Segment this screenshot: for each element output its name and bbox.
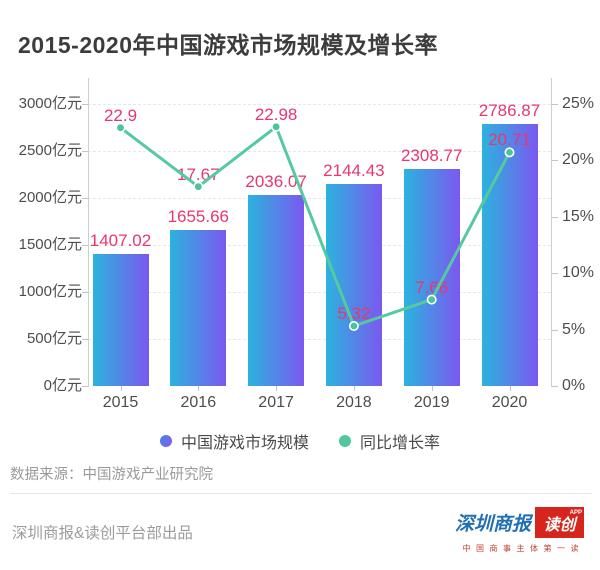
chart-legend: 中国游戏市场规模 同比增长率 [0, 429, 600, 453]
right-axis-tick [552, 104, 558, 105]
x-axis-category-label: 2020 [491, 394, 528, 411]
legend-item-growth-rate: 同比增长率 [339, 429, 440, 453]
market-size-bar [92, 253, 149, 386]
legend-bar-swatch-icon [159, 435, 172, 447]
publisher-credit: 深圳商报&读创平台部出品 [12, 525, 193, 542]
left-axis-tick-label: 1500亿元 [18, 236, 82, 253]
right-axis-line [551, 78, 552, 387]
line-value-label: 17.67 [177, 164, 220, 184]
left-axis-tick [82, 104, 88, 105]
shenzhen-business-daily-logo: 深圳商报 读创 APP 中国商事主体第一读 [434, 507, 584, 554]
left-axis-tick [82, 386, 88, 387]
logo-slogan: 中国商事主体第一读 [462, 544, 584, 553]
market-size-bar [481, 124, 538, 386]
bar-value-label: 2308.77 [400, 145, 463, 165]
right-axis-tick [552, 216, 558, 218]
right-axis-tick-label: 20% [562, 151, 595, 169]
x-axis-tick [276, 386, 278, 391]
market-size-bar [170, 230, 227, 386]
bar-value-label: 1655.66 [167, 207, 230, 227]
left-axis-tick-label: 3000亿元 [18, 95, 82, 112]
right-axis-tick [552, 386, 558, 387]
bar-value-label: 2786.87 [478, 101, 541, 121]
line-value-label: 7.66 [415, 277, 449, 297]
right-axis-tick [552, 273, 558, 275]
x-axis-tick [120, 386, 122, 391]
x-axis-category-label: 2015 [102, 394, 139, 411]
right-axis-tick [552, 329, 558, 331]
legend-label: 同比增长率 [360, 435, 441, 452]
legend-item-market-size: 中国游戏市场规模 [159, 429, 309, 453]
right-axis-tick-label: 15% [562, 207, 595, 225]
logo-name-text: 深圳商报 [454, 513, 531, 535]
left-axis-tick [82, 339, 88, 340]
x-axis-category-label: 2018 [336, 394, 372, 411]
line-value-label: 5.32 [337, 303, 371, 323]
line-value-label: 20.71 [488, 130, 531, 150]
data-source-note: 数据来源：中国游戏产业研究院 [10, 467, 213, 483]
left-axis-tick-label: 1000亿元 [18, 283, 82, 300]
x-axis-tick [353, 386, 355, 391]
right-axis-tick-label: 0% [562, 377, 586, 394]
left-axis-tick [82, 245, 88, 246]
market-size-bar [325, 184, 382, 386]
left-axis-tick [82, 292, 88, 293]
right-axis-tick-label: 5% [562, 320, 586, 338]
footer-divider [10, 493, 592, 494]
x-axis-tick [509, 386, 511, 391]
chart-title: 2015-2020年中国游戏市场规模及增长率 [18, 32, 438, 58]
x-axis-category-label: 2019 [413, 394, 450, 411]
left-axis-line [88, 78, 89, 387]
market-size-bar [248, 194, 305, 386]
grid-line [88, 104, 551, 105]
legend-label: 中国游戏市场规模 [180, 435, 309, 452]
x-axis-tick [198, 386, 200, 391]
bar-value-label: 1407.02 [89, 230, 152, 250]
bar-value-label: 2036.07 [245, 171, 307, 191]
legend-line-swatch-icon [339, 435, 351, 447]
x-axis-category-label: 2016 [180, 394, 217, 411]
x-axis-tick [431, 386, 433, 391]
ducheng-app-badge: 读创 APP [535, 507, 584, 538]
line-value-label: 22.9 [103, 105, 138, 125]
line-value-label: 22.98 [254, 104, 298, 124]
badge-text: 读创 [543, 514, 576, 534]
left-axis-tick-label: 0亿元 [43, 377, 82, 394]
x-axis-category-label: 2017 [258, 394, 294, 411]
grid-line [88, 339, 551, 340]
left-axis-tick-label: 2000亿元 [18, 189, 82, 206]
right-axis-tick-label: 25% [562, 95, 595, 112]
left-axis-tick-label: 2500亿元 [18, 142, 82, 159]
left-axis-tick-label: 500亿元 [26, 330, 82, 347]
left-axis-tick [82, 198, 88, 199]
bar-value-label: 2144.43 [323, 161, 385, 181]
right-axis-tick-label: 10% [562, 264, 595, 282]
badge-app-sup: APP [569, 510, 582, 516]
right-axis-tick [552, 160, 558, 162]
left-axis-tick [82, 151, 88, 152]
